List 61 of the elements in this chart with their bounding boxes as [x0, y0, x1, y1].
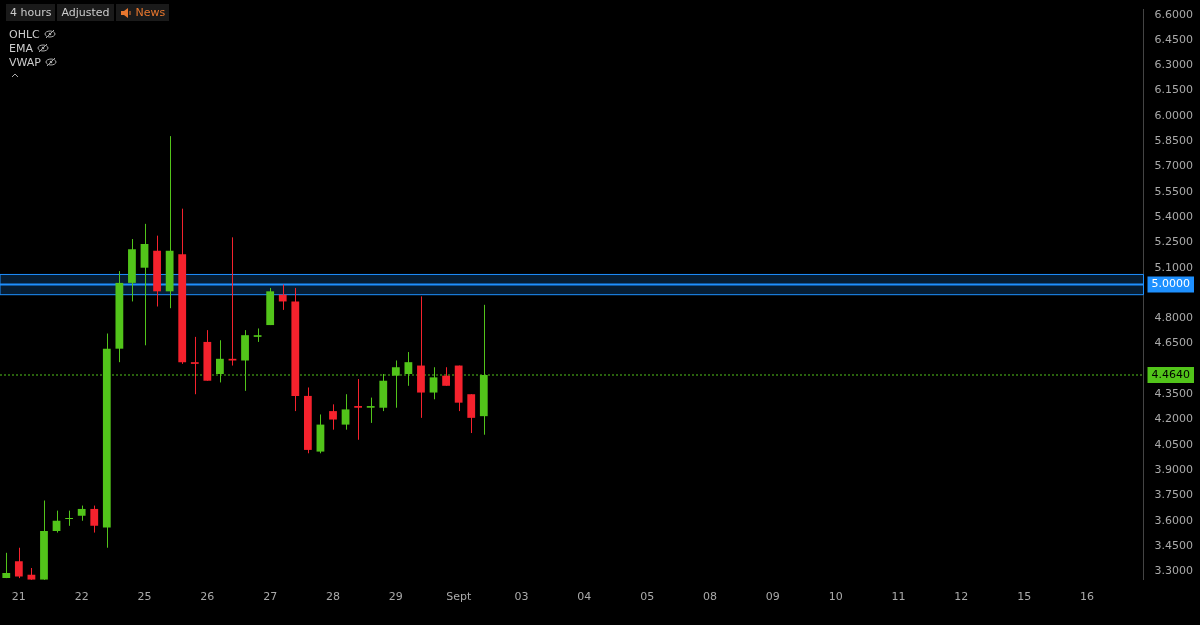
- y-tick-label: 6.4500: [1154, 32, 1194, 46]
- candlestick: [467, 393, 476, 434]
- y-tick-label: 6.6000: [1154, 7, 1194, 21]
- y-tick-label: 5.8500: [1154, 134, 1194, 148]
- y-tick-label: 4.6500: [1154, 336, 1194, 350]
- y-tick-label: 4.3500: [1154, 387, 1194, 401]
- x-tick-label: 25: [137, 590, 152, 604]
- x-tick-label: 22: [74, 590, 89, 604]
- y-tick-label: 4.2000: [1154, 412, 1194, 426]
- annotation: OHLC: [9, 27, 40, 41]
- y-tick-label: 3.3000: [1154, 564, 1194, 578]
- candlestick: [90, 505, 99, 534]
- x-tick-label: 11: [891, 590, 906, 604]
- y-tick-label: 3.4500: [1154, 538, 1194, 552]
- x-tick-label: 21: [11, 590, 26, 604]
- x-tick-label: 16: [1079, 590, 1094, 604]
- x-tick-label: Sept: [446, 590, 472, 604]
- y-tick-label: 4.0500: [1154, 437, 1194, 451]
- x-tick-label: 12: [954, 590, 969, 604]
- candlestick: [442, 366, 450, 387]
- x-tick-label: 26: [200, 590, 215, 604]
- x-tick-label: 04: [577, 590, 592, 604]
- x-tick-label: 03: [514, 590, 529, 604]
- annotation: EMA: [9, 41, 33, 55]
- x-tick-label: 27: [263, 590, 278, 604]
- annotation: 4 hours: [10, 6, 52, 19]
- x-tick-label: 10: [828, 590, 843, 604]
- annotation: News: [135, 6, 166, 19]
- candlestick: [140, 223, 149, 346]
- y-tick-label: 5.2500: [1154, 235, 1194, 249]
- y-tick-label: 6.1500: [1154, 83, 1194, 97]
- y-tick-label: 5.4000: [1154, 209, 1194, 223]
- candlestick: [14, 547, 23, 579]
- candlestick: [190, 336, 199, 395]
- y-tick-label: 6.0000: [1154, 108, 1194, 122]
- x-tick-label: 05: [640, 590, 655, 604]
- candlestick: [2, 552, 11, 579]
- y-tick-label: 5.1000: [1154, 260, 1194, 274]
- y-tick-label: 3.9000: [1154, 463, 1194, 477]
- x-tick-label: 09: [765, 590, 780, 604]
- x-tick-label: 28: [326, 590, 340, 604]
- candlestick: [65, 510, 74, 527]
- candlestick: [329, 403, 337, 431]
- candlestick: [341, 393, 350, 431]
- y-tick-label: 4.8000: [1154, 311, 1194, 325]
- candlestick: [366, 397, 375, 424]
- candlestick: [354, 378, 363, 441]
- x-tick-label: 15: [1017, 590, 1032, 604]
- y-tick-label: 3.6000: [1154, 513, 1194, 527]
- x-tick-label: 29: [388, 590, 403, 604]
- x-tick-label: 08: [702, 590, 717, 604]
- ref-line-label: 4.4640: [1151, 367, 1191, 381]
- y-tick-label: 6.3000: [1154, 58, 1194, 72]
- candlestick: [253, 327, 262, 343]
- candlestick: [278, 284, 287, 311]
- ref-line-label: 5.0000: [1151, 277, 1191, 291]
- annotation: VWAP: [9, 55, 41, 69]
- annotation: Adjusted: [61, 6, 110, 19]
- y-tick-label: 3.7500: [1154, 488, 1194, 502]
- y-tick-label: 5.5500: [1154, 184, 1194, 198]
- y-tick-label: 5.7000: [1154, 159, 1194, 173]
